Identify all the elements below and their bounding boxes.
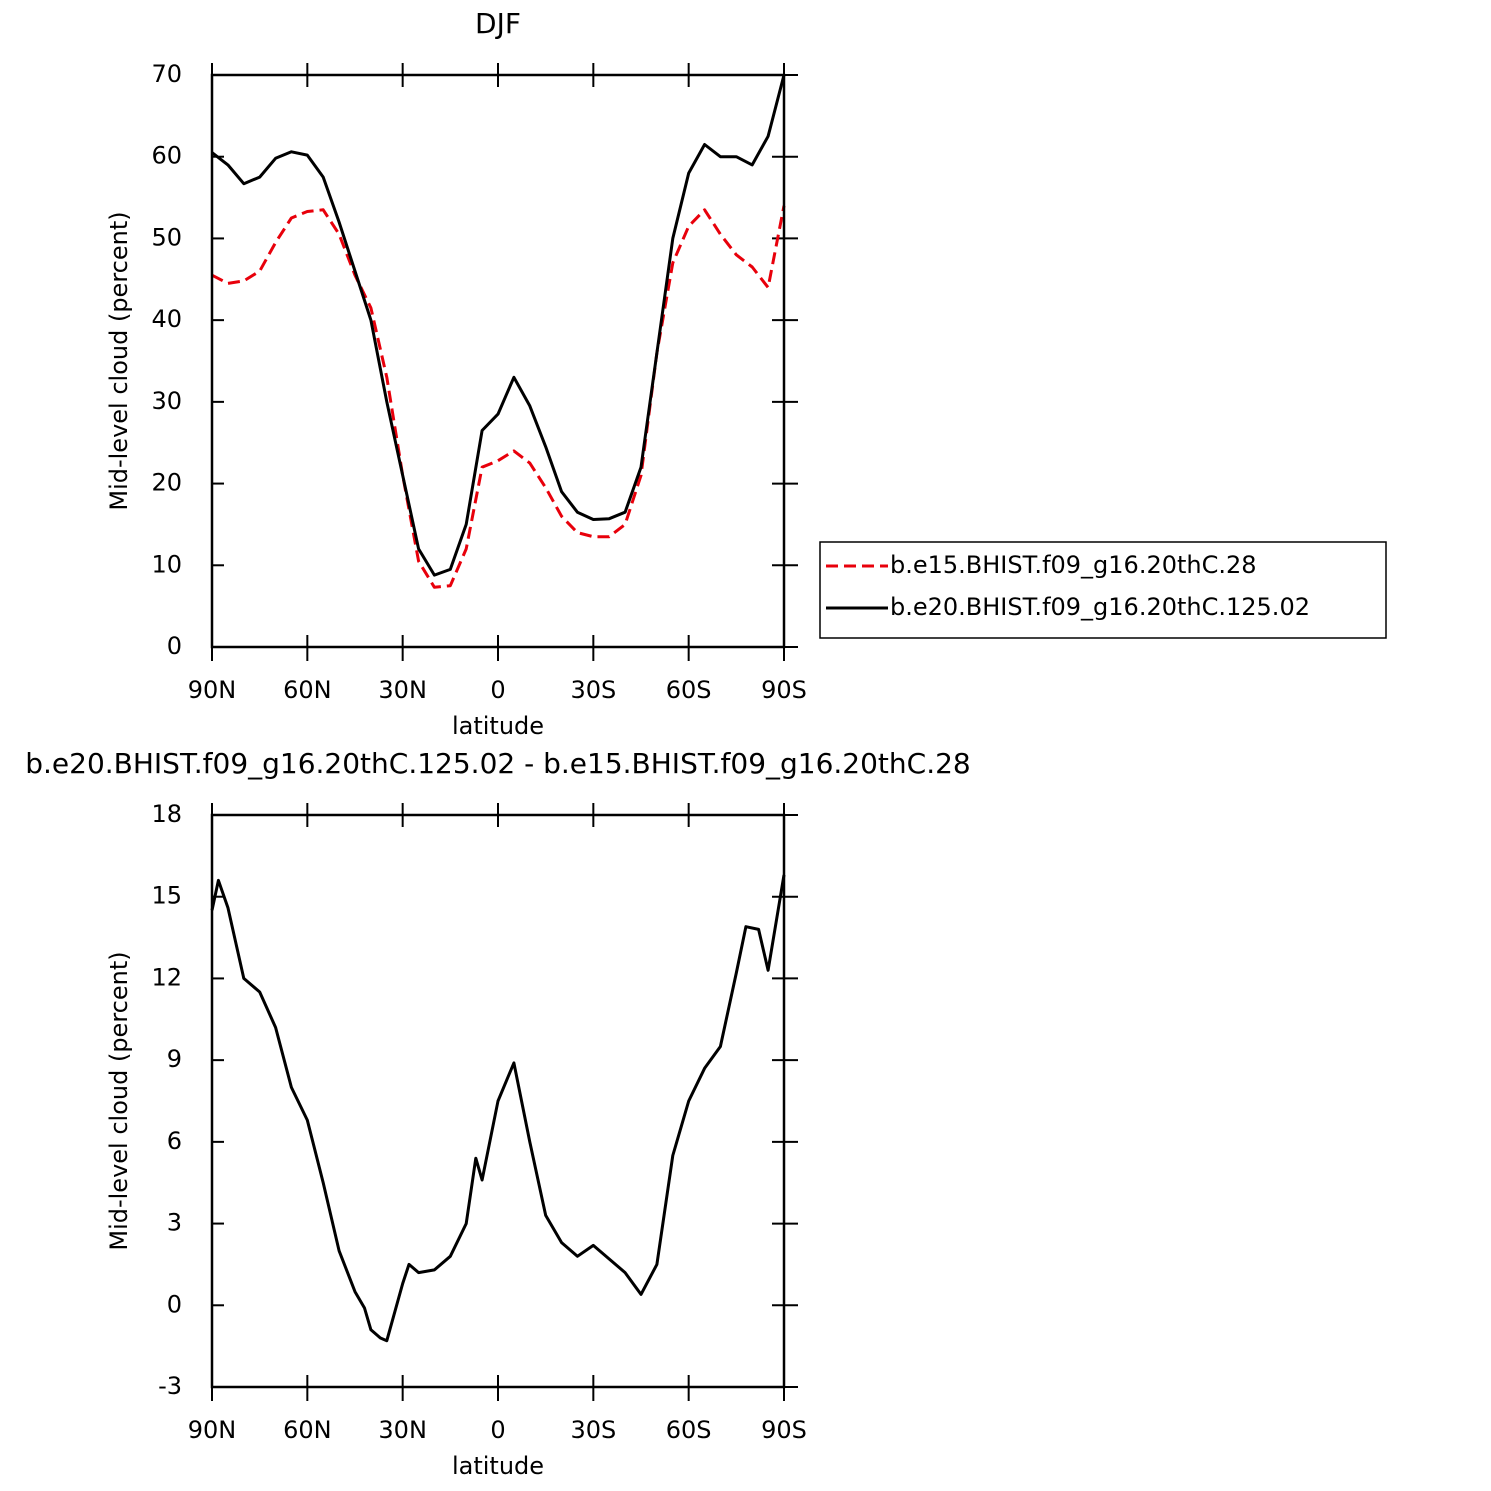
x-tick-label: 0 [490, 1416, 505, 1444]
x-tick-label: 30S [570, 1416, 616, 1444]
data-line [211, 205, 786, 589]
y-tick-label: 3 [167, 1209, 182, 1237]
x-tick-label: 0 [490, 676, 505, 704]
legend-box [819, 541, 1387, 639]
y-tick-label: 70 [151, 60, 182, 88]
y-tick-label: 20 [151, 469, 182, 497]
x-tick-label: 60S [666, 1416, 712, 1444]
plot-frame [210, 813, 786, 1389]
y-tick-label: 18 [151, 800, 182, 828]
y-tick-label: 0 [167, 1290, 182, 1318]
y-tick-label: 0 [167, 632, 182, 660]
plot-frame [210, 73, 786, 649]
y-axis-label: Mid-level cloud (percent) [105, 951, 133, 1250]
y-tick-label: 15 [151, 882, 182, 910]
x-tick-label: 60N [283, 676, 332, 704]
x-tick-label: 90N [188, 676, 237, 704]
x-axis-label: latitude [452, 1452, 544, 1480]
chart-title: b.e20.BHIST.f09_g16.20thC.125.02 - b.e15… [25, 747, 971, 780]
data-line [210, 874, 786, 1343]
x-tick-label: 90S [761, 1416, 807, 1444]
x-tick-label: 30N [378, 676, 427, 704]
y-tick-label: 10 [151, 550, 182, 578]
y-axis-label: Mid-level cloud (percent) [105, 211, 133, 510]
y-tick-label: 12 [151, 963, 182, 991]
y-tick-label: 30 [151, 387, 182, 415]
x-axis-label: latitude [452, 712, 544, 740]
y-tick-label: -3 [158, 1372, 182, 1400]
y-tick-label: 50 [151, 223, 182, 251]
chart-title: DJF [475, 7, 521, 40]
legend-label: b.e15.BHIST.f09_g16.20thC.28 [890, 551, 1257, 579]
y-tick-label: 60 [151, 142, 182, 170]
x-tick-label: 60N [283, 1416, 332, 1444]
y-tick-label: 40 [151, 305, 182, 333]
x-tick-label: 30S [570, 676, 616, 704]
x-tick-label: 60S [666, 676, 712, 704]
data-line [211, 74, 786, 577]
y-tick-label: 6 [167, 1127, 182, 1155]
x-tick-label: 90S [761, 676, 807, 704]
x-tick-label: 30N [378, 1416, 427, 1444]
legend-label: b.e20.BHIST.f09_g16.20thC.125.02 [890, 593, 1310, 621]
x-tick-label: 90N [188, 1416, 237, 1444]
y-tick-label: 9 [167, 1045, 182, 1073]
